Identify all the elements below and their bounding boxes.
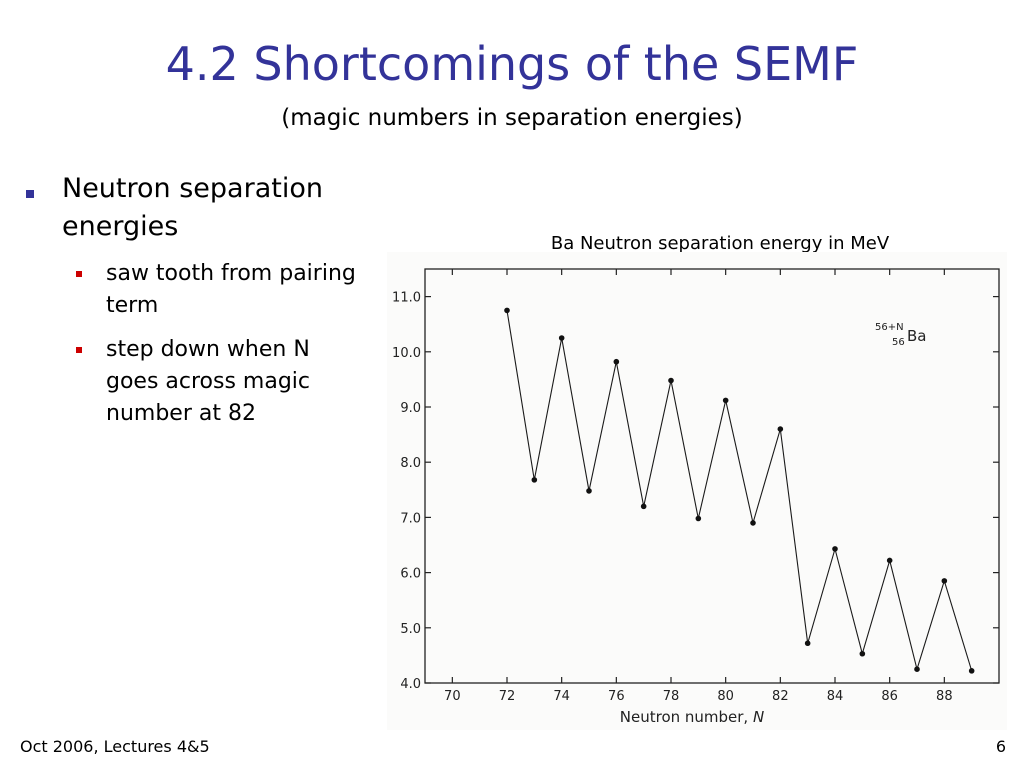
x-tick-label: 88 xyxy=(936,689,953,704)
data-point xyxy=(504,307,510,314)
data-point xyxy=(613,358,620,365)
y-tick-label: 7.0 xyxy=(400,511,421,526)
data-point xyxy=(531,477,538,483)
data-point xyxy=(722,397,729,404)
y-tick-label: 10.0 xyxy=(392,346,421,361)
x-tick-label: 72 xyxy=(499,689,516,704)
slide-subtitle: (magic numbers in separation energies) xyxy=(281,105,743,131)
annotation-element: Ba xyxy=(907,327,926,345)
element-annotation: 56+N 56 Ba xyxy=(875,322,926,348)
y-tick-label: 8.0 xyxy=(400,456,421,471)
sub-bullet-square-icon xyxy=(76,271,82,277)
slide-title: 4.2 Shortcomings of the SEMF xyxy=(165,37,859,91)
x-tick-label: 78 xyxy=(663,689,680,704)
annotation-atomic-number: 56 xyxy=(892,337,905,348)
bullet-list: Neutron separation energies saw tooth fr… xyxy=(20,170,360,430)
sub-bullet-square-icon xyxy=(76,347,82,353)
bullet-main: Neutron separation energies xyxy=(20,170,360,246)
data-point xyxy=(886,557,893,564)
chart-figure: 4.0 5.0 6.0 7.0 8.0 9.0 10.0 11.0 70 72 74 76 78 80 82… xyxy=(387,252,1007,730)
x-tick-label: 82 xyxy=(772,689,789,704)
data-point xyxy=(941,578,948,584)
series-line xyxy=(506,310,973,672)
data-point xyxy=(750,520,756,526)
slide-number: 6 xyxy=(995,737,1006,756)
data-point xyxy=(914,666,920,672)
y-tick-label: 11.0 xyxy=(392,291,421,306)
data-point xyxy=(640,503,647,510)
data-point xyxy=(558,335,565,341)
x-axis-label: Neutron number, N xyxy=(620,708,764,726)
y-tick-label: 6.0 xyxy=(400,567,421,582)
y-tick-label: 5.0 xyxy=(400,622,421,637)
sub-bullet-1: saw tooth from pairing term xyxy=(20,258,356,322)
x-tick-label: 70 xyxy=(444,689,461,704)
plot-frame xyxy=(424,268,1000,684)
bullet-main-text: Neutron separation energies xyxy=(62,173,323,242)
sub-bullet-2: step down when N goes across magic numbe… xyxy=(20,334,356,430)
data-point xyxy=(968,668,975,674)
x-tick-label: 74 xyxy=(553,689,570,704)
footer-date: Oct 2006, Lectures 4&5 xyxy=(20,737,210,756)
data-point xyxy=(859,650,866,657)
x-axis-label-text: Neutron number, xyxy=(620,708,753,726)
data-point xyxy=(695,515,702,522)
x-tick-label: 76 xyxy=(608,689,625,704)
data-point xyxy=(586,488,592,494)
data-point xyxy=(804,640,811,647)
x-tick-label: 84 xyxy=(827,689,844,704)
sub-bullet-2-text: step down when N goes across magic numbe… xyxy=(106,337,311,426)
data-point xyxy=(777,426,784,432)
x-tick-label: 86 xyxy=(881,689,898,704)
x-tick-label: 80 xyxy=(717,689,734,704)
points-layer xyxy=(504,307,975,674)
data-point xyxy=(832,546,838,552)
y-tick-label: 4.0 xyxy=(400,677,421,692)
x-axis-label-variable: N xyxy=(753,708,764,726)
y-tick-label: 9.0 xyxy=(400,401,421,416)
chart-caption: Ba Neutron separation energy in MeV xyxy=(550,233,890,254)
annotation-mass-number: 56+N xyxy=(875,322,904,333)
axis-ticks: 4.0 5.0 6.0 7.0 8.0 9.0 10.0 11.0 70 72 74 76 78 80 82… xyxy=(392,269,999,704)
series-layer xyxy=(506,310,973,672)
bullet-square-icon xyxy=(26,190,34,198)
data-point xyxy=(668,377,674,384)
sub-bullet-1-text: saw tooth from pairing term xyxy=(106,261,356,318)
separation-energy-chart: 4.0 5.0 6.0 7.0 8.0 9.0 10.0 11.0 70 72 74 76 78 80 82… xyxy=(392,268,1000,726)
